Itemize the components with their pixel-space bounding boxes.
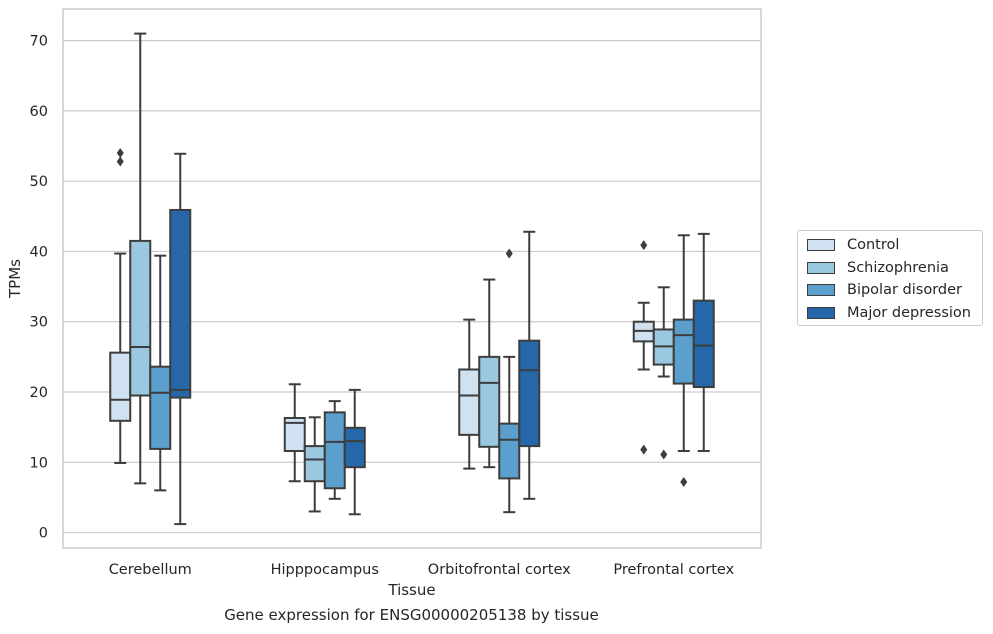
box-bipolar-disorder: [323, 400, 346, 500]
box-major-depression: [692, 232, 715, 453]
box-control: [632, 240, 655, 455]
y-tick-label: 10: [30, 455, 48, 471]
x-tick-label: Orbitofrontal cortex: [428, 562, 571, 578]
legend-swatch: [807, 306, 835, 319]
box-major-depression: [343, 388, 366, 516]
box-schizophrenia: [303, 416, 326, 513]
outlier-point: [640, 444, 648, 455]
outlier-point: [505, 248, 513, 259]
legend-item: Control: [798, 234, 899, 256]
y-tick-label: 20: [30, 385, 48, 401]
legend-label: Bipolar disorder: [847, 282, 962, 298]
box-iqr: [518, 339, 541, 448]
legend-label: Control: [847, 237, 900, 253]
outlier-point: [660, 449, 668, 460]
legend-label: Major depression: [847, 304, 971, 321]
legend-item: Schizophrenia: [798, 257, 949, 279]
box-schizophrenia: [652, 286, 675, 460]
chart-legend: Control Schizophrenia Bipolar disorder Majo…: [797, 230, 983, 326]
box-iqr: [129, 239, 152, 397]
x-tick-label: Hipppocampus: [271, 562, 379, 578]
box-iqr: [692, 299, 715, 389]
box-schizophrenia: [478, 278, 501, 469]
box-iqr: [458, 368, 481, 436]
box-iqr: [672, 318, 695, 385]
box-iqr: [343, 426, 366, 469]
y-tick-label: 70: [30, 34, 48, 50]
outlier-point: [116, 156, 124, 167]
y-tick-label: 40: [30, 244, 48, 260]
x-tick-label: Cerebellum: [109, 562, 192, 578]
box-iqr: [169, 208, 192, 399]
y-tick-label: 30: [30, 315, 48, 331]
box-iqr: [498, 422, 521, 480]
box-control: [458, 318, 481, 470]
y-tick-label: 60: [30, 104, 48, 120]
legend-swatch: [807, 239, 835, 251]
y-tick-label: 50: [30, 174, 48, 190]
box-bipolar-disorder: [149, 254, 172, 492]
y-axis-label: TPMs: [6, 259, 24, 299]
outlier-point: [680, 476, 688, 487]
legend-item: Bipolar disorder: [798, 279, 962, 301]
gridlines: [63, 40, 761, 534]
box-plot-area: [109, 32, 715, 526]
legend-swatch: [807, 284, 835, 296]
outlier-point: [116, 148, 124, 159]
box-control: [109, 148, 132, 464]
plot-frame: [62, 8, 762, 549]
x-axis-label: Tissue: [387, 581, 435, 599]
box-iqr: [283, 416, 306, 453]
y-axis-ticks: 0 10 20 30 40 50 60 70: [30, 34, 48, 542]
box-iqr: [303, 445, 326, 483]
box-iqr: [323, 411, 346, 490]
box-bipolar-disorder: [498, 248, 521, 514]
x-axis-ticks: Cerebellum Hipppocampus Orbitofrontal cort…: [109, 562, 735, 578]
chart-caption: Gene expression for ENSG00000205138 by t…: [224, 606, 599, 624]
box-iqr: [149, 365, 172, 450]
box-major-depression: [169, 152, 192, 526]
box-iqr: [478, 355, 501, 448]
y-tick-label: 0: [39, 526, 48, 542]
x-tick-label: Prefrontal cortex: [613, 562, 734, 578]
legend-swatch: [807, 261, 835, 274]
box-schizophrenia: [129, 32, 152, 485]
box-control: [283, 383, 306, 483]
legend-item: Major depression: [798, 302, 971, 324]
box-iqr: [109, 351, 132, 422]
outlier-point: [640, 240, 648, 251]
box-major-depression: [518, 230, 541, 500]
legend-label: Schizophrenia: [847, 259, 949, 276]
box-bipolar-disorder: [672, 234, 695, 487]
